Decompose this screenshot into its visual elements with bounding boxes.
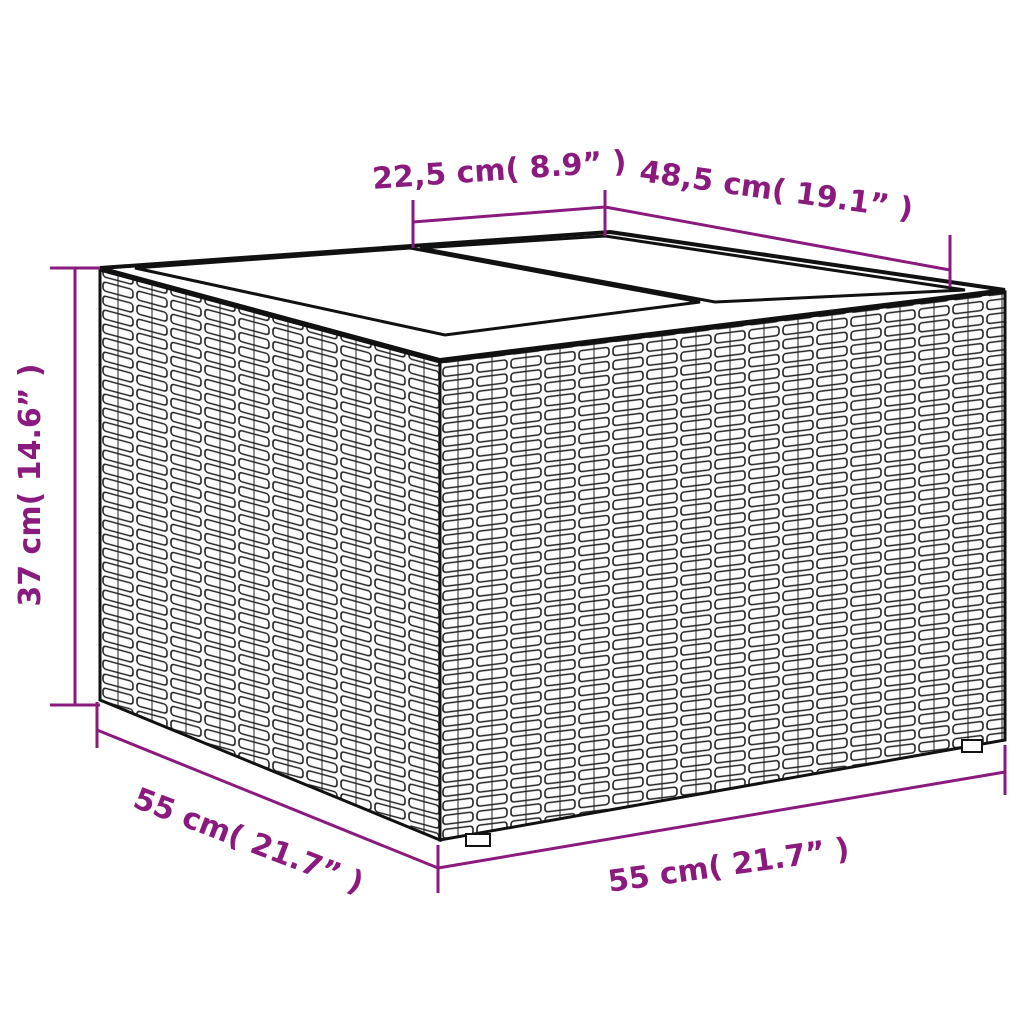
dimension-lines: [50, 190, 1007, 893]
left-face: [98, 268, 442, 843]
foot-front: [465, 833, 491, 847]
top-depth-label: 48,5 cm( 19.1” ): [637, 154, 915, 227]
right-face: [438, 290, 1007, 842]
width-label: 55 cm( 21.7” ): [606, 831, 852, 900]
foot-right: [961, 739, 983, 753]
glass-top-left: [134, 246, 701, 337]
glass-top-right: [419, 234, 966, 304]
rattan-side-table: [98, 229, 1007, 847]
top-divider-label: 22,5 cm( 8.9” ): [371, 144, 628, 197]
depth-label: 55 cm( 21.7” ): [129, 781, 369, 901]
height-label: 37 cm( 14.6” ): [13, 363, 48, 606]
